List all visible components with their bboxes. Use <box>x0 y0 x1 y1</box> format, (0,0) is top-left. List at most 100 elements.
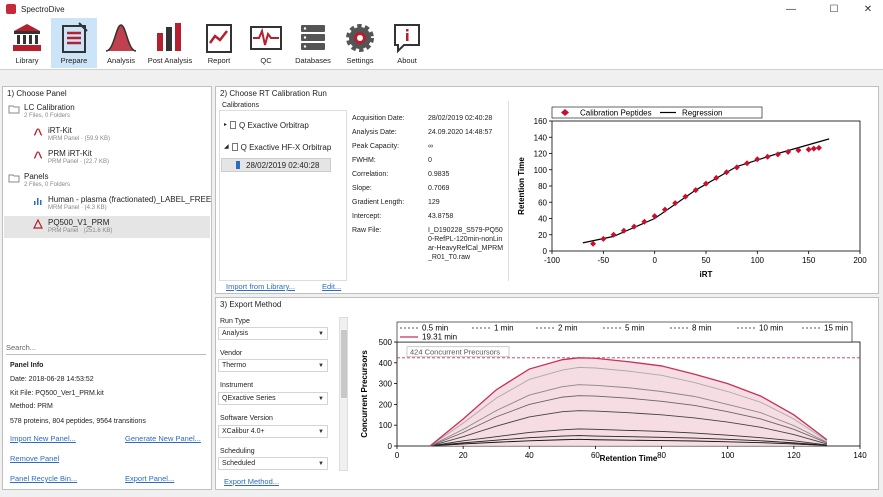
tree-sublabel: PRM Panel · (251.6 KB) <box>48 228 113 234</box>
remove-panel-link[interactable]: Remove Panel <box>10 454 60 463</box>
calibration-point <box>774 151 781 158</box>
panel-info-title: Panel Info <box>10 362 44 369</box>
instrument-label: Q Exactive HF-X Orbitrap <box>240 143 332 152</box>
y-tick-label: 500 <box>379 338 393 347</box>
instrument-select[interactable]: QExactive Series ▼ <box>218 392 328 405</box>
detail-value: 28/02/2019 02:40:28 <box>428 115 493 122</box>
qc-icon <box>250 26 282 50</box>
close-button[interactable]: ✕ <box>863 3 873 15</box>
toolbar-report-button[interactable]: Report <box>196 18 242 68</box>
calibrations-list[interactable] <box>219 110 347 281</box>
software-version-select[interactable]: XCalibur 4.0+ ▼ <box>218 425 328 438</box>
panel-recycle-bin-link[interactable]: Panel Recycle Bin... <box>10 474 78 483</box>
calibration-point <box>713 174 720 181</box>
field-label: Run Type <box>220 318 250 325</box>
selected-run-row[interactable] <box>221 158 331 172</box>
databases-icon <box>301 25 325 50</box>
field-label: Instrument <box>220 382 254 389</box>
tree-item-pq500[interactable]: PQ500_V1_PRM PRM Panel · (251.6 KB) <box>32 218 112 234</box>
y-tick-label: 100 <box>534 166 548 175</box>
select-value: XCalibur 4.0+ <box>222 428 265 435</box>
analysis-icon <box>105 24 137 52</box>
import-new-panel-link[interactable]: Import New Panel... <box>10 434 76 443</box>
panel-search-input[interactable]: Search... <box>6 343 206 355</box>
export-panel-link[interactable]: Export Panel... <box>125 474 175 483</box>
y-tick-label: 60 <box>538 198 547 207</box>
toolbar-analysis-button[interactable]: Analysis <box>98 18 144 68</box>
tree-sublabel: 2 Files, 0 Folders <box>24 113 71 119</box>
toolbar-library-button[interactable]: Library <box>4 18 50 68</box>
panel3-title: 3) Export Method <box>220 300 282 309</box>
run-type-select[interactable]: Analysis ▼ <box>218 327 328 340</box>
series-line <box>429 395 828 447</box>
toolbar-databases-button[interactable]: Databases <box>290 18 336 68</box>
options-scrollbar[interactable] <box>339 317 348 471</box>
annotation-label: 424 Concurrent Precursors <box>410 347 500 356</box>
maximize-button[interactable]: ☐ <box>829 3 839 15</box>
toolbar-qc-button[interactable]: QC <box>243 18 289 68</box>
edit-link[interactable]: Edit... <box>322 282 342 291</box>
app-logo-icon <box>6 4 16 14</box>
window-title: SpectroDive <box>21 4 65 14</box>
calibration-point <box>805 146 812 153</box>
x-tick-label: 120 <box>787 451 801 460</box>
toolbar-settings-button[interactable]: Settings <box>337 18 383 68</box>
minimize-button[interactable]: — <box>786 3 796 15</box>
import-from-library-link[interactable]: Import from Library... <box>226 282 296 291</box>
toolbar-post-analysis-button[interactable]: Post Analysis <box>145 18 195 68</box>
x-tick-label: 200 <box>853 256 867 265</box>
run-item[interactable]: 28/02/2019 02:40:28 <box>236 161 319 170</box>
panel2-title: 2) Choose RT Calibration Run <box>220 89 327 98</box>
detail-label: Gradient Length: <box>352 199 405 206</box>
y-tick-label: 100 <box>379 421 393 430</box>
vendor-select[interactable]: Thermo ▼ <box>218 359 328 372</box>
choose-panel-pane: 1) Choose Panel <box>2 86 212 490</box>
tree-item-lc-calibration[interactable]: LC Calibration 2 Files, 0 Folders <box>8 103 75 119</box>
scrollbar-thumb[interactable] <box>341 330 347 398</box>
calibration-point <box>785 148 792 155</box>
toolbar-label: About <box>397 56 417 65</box>
y-axis-label: Concurrent Precursors <box>360 350 369 438</box>
prepare-icon <box>62 22 88 53</box>
instrument-item[interactable]: ▸ Q Exactive Orbitrap <box>224 121 309 130</box>
tree-label: PRM iRT-Kit <box>48 149 92 158</box>
export-method-link[interactable]: Export Method... <box>224 477 280 486</box>
instrument-item[interactable]: ◢ Q Exactive HF-X Orbitrap <box>224 143 331 152</box>
x-tick-label: -50 <box>598 256 610 265</box>
toolbar-label: Settings <box>346 56 374 65</box>
panel-info-kit-file: Kit File: PQ500_Ver1_PRM.kit <box>10 390 104 397</box>
x-tick-label: 0 <box>652 256 657 265</box>
folder-icon <box>8 105 20 114</box>
detail-value: 43.8758 <box>428 213 454 220</box>
tree-item-prm-irt-kit[interactable]: PRM iRT-Kit PRM Panel · (22.7 KB) <box>32 149 109 165</box>
x-tick-label: 0 <box>395 451 400 460</box>
x-tick-label: 100 <box>721 451 735 460</box>
toolbar-about-button[interactable]: About <box>384 18 430 68</box>
generate-new-panel-link[interactable]: Generate New Panel... <box>125 434 201 443</box>
detail-label: FWHM: <box>352 157 376 164</box>
detail-label: Acquisition Date: <box>352 115 405 122</box>
detail-value: 0 <box>428 157 432 164</box>
toolbar-prepare-button[interactable]: Prepare <box>51 18 97 68</box>
y-tick-label: 80 <box>538 182 547 191</box>
calibration-point <box>672 200 679 207</box>
y-tick-label: 140 <box>534 133 548 142</box>
scheduling-select[interactable]: Scheduled ▼ <box>218 457 328 470</box>
tree-item-human-plasma[interactable]: Human - plasma (fractionated)_LABEL_FREE… <box>32 195 211 211</box>
toolbar-label: QC <box>260 56 272 65</box>
series-line <box>429 357 828 447</box>
tree-item-irt-kit[interactable]: iRT-Kit MRM Panel · (59.9 KB) <box>32 126 110 142</box>
tree-item-panels[interactable]: Panels 2 Files, 0 Folders <box>8 172 70 188</box>
tree-sublabel: MRM Panel · (59.9 KB) <box>48 136 111 142</box>
calibration-point <box>815 144 822 151</box>
about-icon <box>394 24 420 54</box>
tree-sublabel: 2 Files, 0 Folders <box>24 182 71 188</box>
calibration-point <box>641 218 648 225</box>
y-tick-label: 0 <box>388 442 393 451</box>
select-value: Scheduled <box>222 460 256 467</box>
toolbar-label: Library <box>15 56 39 65</box>
panel-info-method: Method: PRM <box>10 403 53 410</box>
run-icon <box>236 161 240 169</box>
series-line <box>429 384 828 447</box>
y-tick-label: 160 <box>534 117 548 126</box>
